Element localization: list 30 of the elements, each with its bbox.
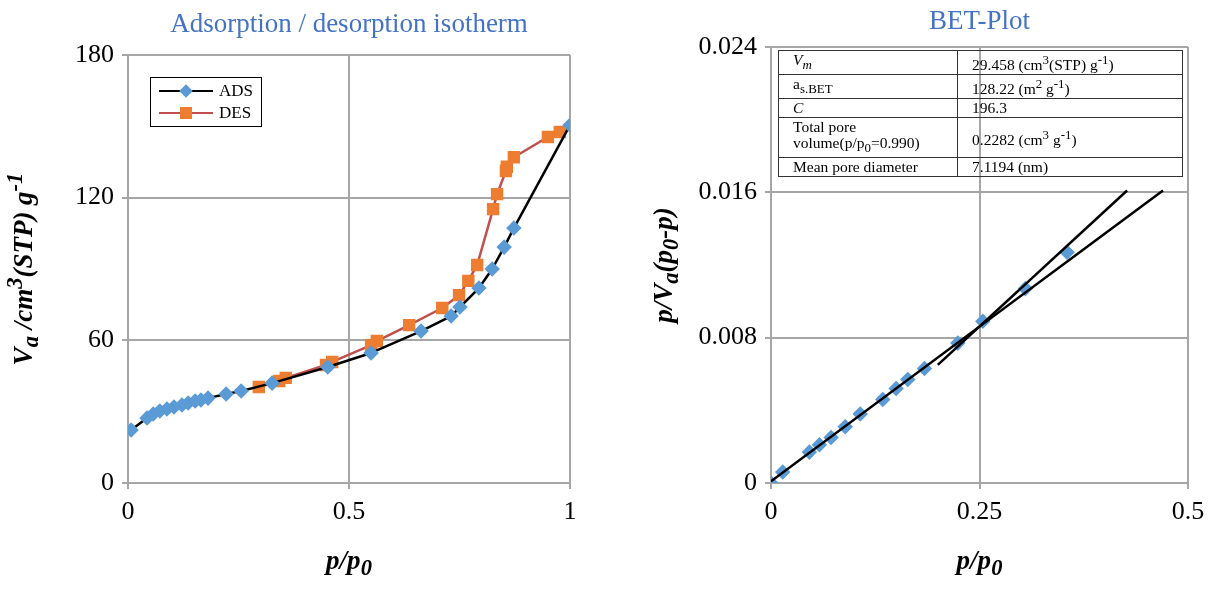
annotation: C [778, 98, 958, 118]
annotation: V$_{m}$ [778, 50, 958, 75]
annotation: 196.3 [957, 98, 1183, 118]
y-tick-label: 0 [101, 466, 114, 496]
annotation: 128.22 (m$^{2}$ g$^{-1}$) [957, 74, 1183, 99]
legend-label: DES [219, 103, 252, 123]
x-tick-label: 0 [764, 496, 778, 526]
legend-label: ADS [219, 81, 254, 101]
chart-title: Adsorption / desorption isotherm [170, 8, 528, 39]
annotation: 0.2282 (cm$^{3}$ g$^{-1}$) [957, 117, 1183, 158]
x-axis-title: p/p$_{0}$ [956, 545, 1003, 582]
x-axis-title: p/p$_{0}$ [326, 545, 372, 582]
y-tick-label: 60 [88, 324, 114, 354]
annotation: 7.1194 (nm) [957, 157, 1183, 177]
chart-title: BET-Plot [928, 5, 1031, 36]
y-tick-label: 0 [744, 466, 757, 496]
annotation: a$_{s.BET}$ [778, 74, 958, 99]
annotation: Total pore volume(p/p$_{0}$=0.990) [778, 117, 958, 158]
x-tick-label: 0.25 [956, 496, 1003, 526]
y-tick-label: 0.016 [698, 176, 757, 206]
annotation: 29.458 (cm$^{3}$(STP) g$^{-1}$) [957, 50, 1183, 75]
y-tick-label: 0.024 [698, 30, 757, 60]
y-tick-label: 120 [75, 181, 114, 211]
x-tick-label: 0.5 [332, 496, 366, 526]
x-tick-label: 0 [121, 496, 135, 526]
y-tick-label: 180 [75, 38, 114, 68]
x-tick-label: 1 [563, 496, 577, 526]
x-tick-label: 0.5 [1171, 496, 1205, 526]
annotation: Mean pore diameter [778, 157, 958, 177]
y-tick-label: 0.008 [698, 321, 757, 351]
